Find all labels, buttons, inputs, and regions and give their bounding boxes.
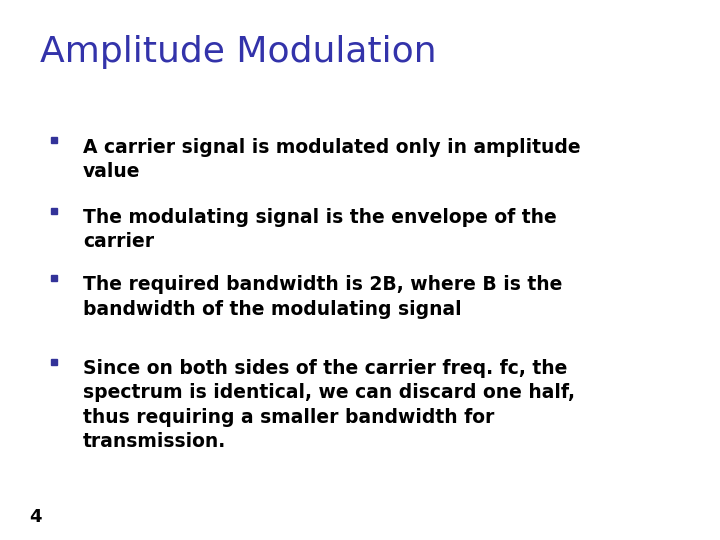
Text: 4: 4 bbox=[29, 509, 41, 526]
Text: The modulating signal is the envelope of the
carrier: The modulating signal is the envelope of… bbox=[83, 208, 557, 251]
Text: Since on both sides of the carrier freq. fᴄ, the
spectrum is identical, we can d: Since on both sides of the carrier freq.… bbox=[83, 359, 575, 451]
Text: A carrier signal is modulated only in amplitude
value: A carrier signal is modulated only in am… bbox=[83, 138, 580, 181]
Text: Amplitude Modulation: Amplitude Modulation bbox=[40, 35, 436, 69]
Text: The required bandwidth is 2B, where B is the
bandwidth of the modulating signal: The required bandwidth is 2B, where B is… bbox=[83, 275, 562, 319]
